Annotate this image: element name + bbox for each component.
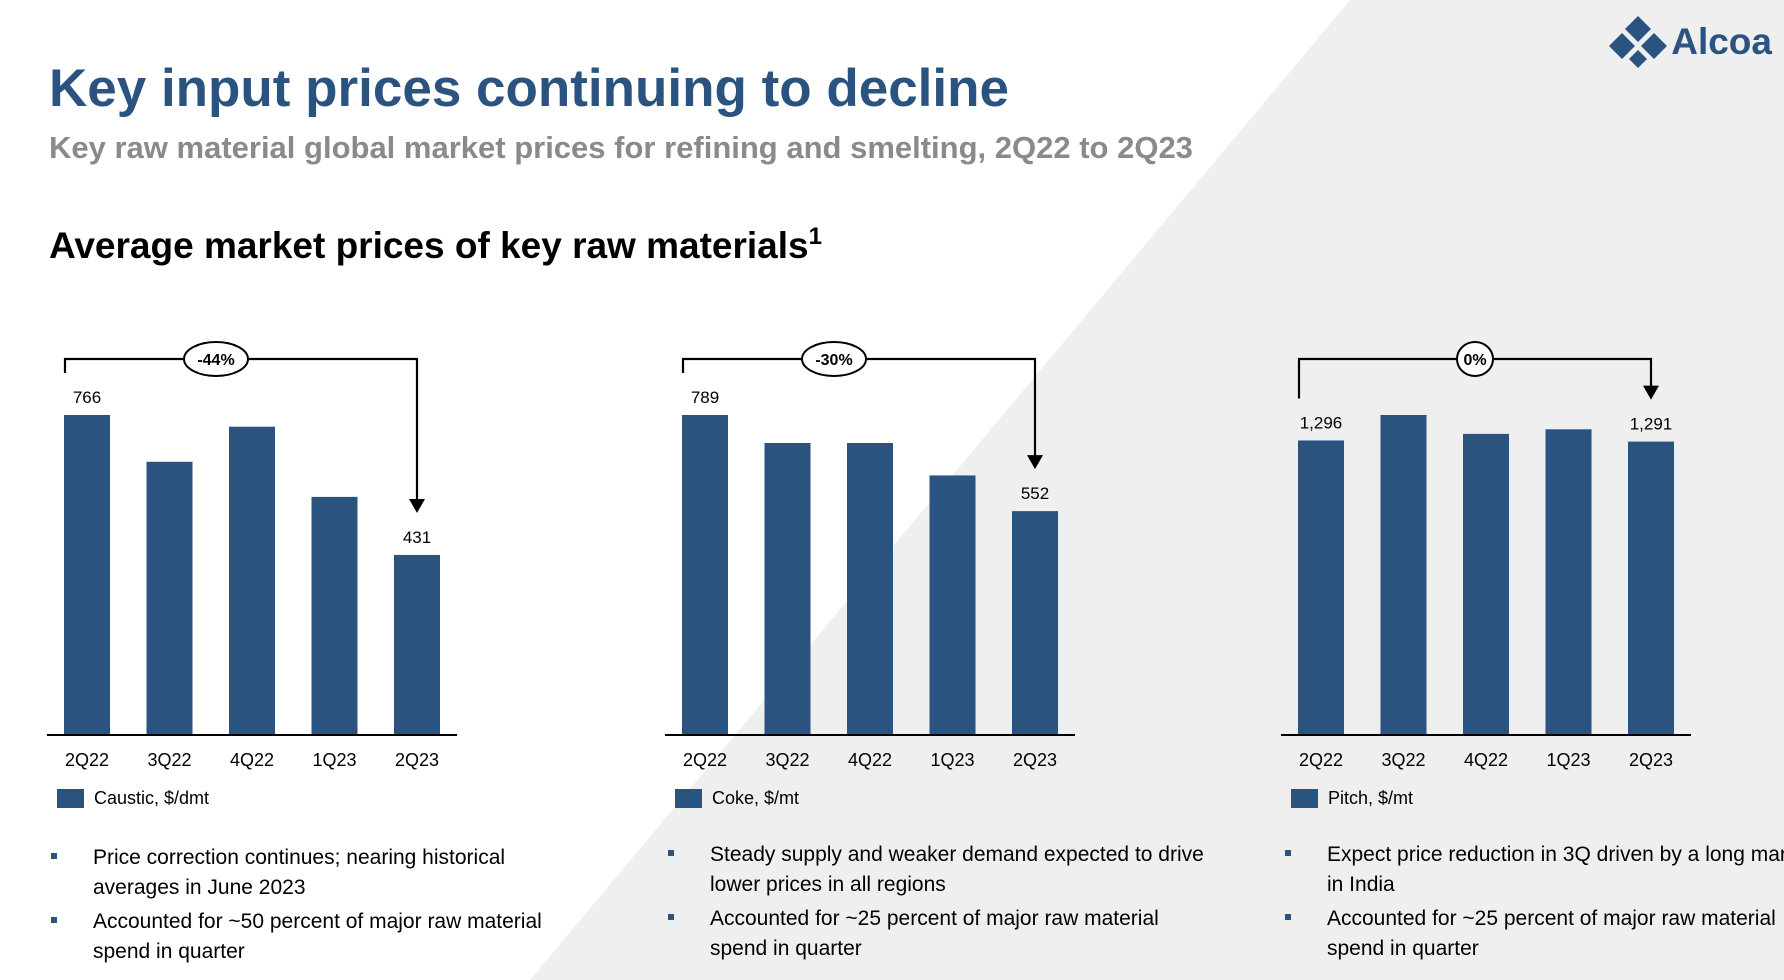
chart-coke-svg: 2Q22 789 3Q22 4Q22 1Q23 2Q23 552 -30%	[665, 341, 1075, 770]
tick-label: 3Q22	[765, 750, 809, 770]
note-item: Accounted for ~25 percent of major raw m…	[666, 904, 1206, 964]
alcoa-diamond-icon	[1609, 16, 1668, 68]
legend-swatch	[675, 789, 702, 808]
chart-coke-legend: Coke, $/mt	[675, 788, 799, 809]
bar-3Q22	[146, 461, 193, 735]
tick-label: 2Q22	[1299, 750, 1343, 770]
bullet-icon	[1285, 850, 1291, 856]
chart-caustic: 2Q22 766 3Q22 4Q22 1Q23 2Q23 431 -44% Caustic, …	[47, 330, 487, 808]
legend-label: Pitch, $/mt	[1328, 788, 1414, 808]
bar-2Q22	[1298, 440, 1344, 735]
tick-label: 4Q22	[230, 750, 274, 770]
section-title: Average market prices of key raw materia…	[49, 223, 822, 267]
bar-2Q22	[64, 415, 110, 735]
bullet-icon	[668, 850, 674, 856]
tick-label: 1Q23	[312, 750, 356, 770]
bullet-icon	[51, 917, 57, 923]
bar-2Q23	[1012, 511, 1058, 735]
data-label: 789	[691, 388, 719, 407]
bar-4Q22	[1463, 433, 1509, 735]
bar-2Q23	[1628, 441, 1674, 735]
change-badge	[1456, 341, 1494, 377]
change-badge	[801, 341, 867, 377]
note-text: Accounted for ~50 percent of major raw m…	[93, 910, 542, 963]
legend-label: Coke, $/mt	[712, 788, 800, 808]
tick-label: 4Q22	[1464, 750, 1508, 770]
tick-label: 4Q22	[848, 750, 892, 770]
legend-swatch	[57, 789, 84, 808]
chart-coke: 2Q22 789 3Q22 4Q22 1Q23 2Q23 552 -30% Coke, $/m…	[665, 330, 1105, 808]
change-bracket	[681, 357, 1037, 458]
tick-label: 2Q22	[65, 750, 109, 770]
chart-pitch-svg: 2Q22 1,296 3Q22 4Q22 1Q23 2Q23 1,291 0%	[1281, 341, 1691, 770]
tick-label: 3Q22	[147, 750, 191, 770]
chart-caustic-legend: Caustic, $/dmt	[57, 788, 209, 809]
bar-1Q23	[311, 496, 358, 735]
tick-label: 2Q22	[683, 750, 727, 770]
bullet-icon	[51, 853, 57, 859]
data-label: 552	[1021, 484, 1049, 503]
alcoa-logo: Alcoa	[1609, 16, 1772, 68]
tick-label: 2Q23	[1013, 750, 1057, 770]
tick-label: 1Q23	[1546, 750, 1590, 770]
page-subtitle: Key raw material global market prices fo…	[49, 130, 1193, 165]
section-footnote: 1	[808, 223, 822, 250]
change-label: 0%	[1463, 352, 1486, 369]
note-item: Expect price reduction in 3Q driven by a…	[1283, 840, 1784, 900]
change-label: -30%	[815, 352, 852, 369]
bar-3Q22	[1380, 415, 1427, 735]
legend-swatch	[1291, 789, 1318, 808]
tick-label: 2Q23	[1629, 750, 1673, 770]
bullet-icon	[1285, 914, 1291, 920]
bar-4Q22	[847, 442, 893, 735]
change-badge	[183, 341, 249, 377]
note-item: Accounted for ~50 percent of major raw m…	[49, 907, 589, 967]
logo-text: Alcoa	[1671, 21, 1772, 62]
bar-1Q23	[929, 475, 976, 735]
chart-pitch: 2Q22 1,296 3Q22 4Q22 1Q23 2Q23 1,291 0% Pitch, …	[1281, 330, 1721, 808]
note-text: Accounted for ~25 percent of major raw m…	[710, 907, 1159, 960]
bar-2Q23	[394, 554, 440, 735]
bar-2Q22	[682, 415, 728, 735]
notes-caustic: Price correction continues; nearing hist…	[49, 843, 589, 971]
legend-label: Caustic, $/dmt	[94, 788, 210, 808]
notes-pitch: Expect price reduction in 3Q driven by a…	[1283, 840, 1784, 968]
tick-label: 1Q23	[930, 750, 974, 770]
data-label: 1,296	[1300, 413, 1343, 432]
note-text: Expect price reduction in 3Q driven by a…	[1327, 843, 1784, 896]
note-item: Accounted for ~25 percent of major raw m…	[1283, 904, 1784, 964]
arrow-head-icon	[1027, 455, 1043, 470]
note-text: Steady supply and weaker demand expected…	[710, 843, 1204, 896]
note-item: Price correction continues; nearing hist…	[49, 843, 589, 903]
bar-1Q23	[1545, 429, 1592, 735]
chart-caustic-svg: 2Q22 766 3Q22 4Q22 1Q23 2Q23 431 -44%	[47, 341, 457, 770]
note-text: Price correction continues; nearing hist…	[93, 846, 506, 899]
chart-pitch-legend: Pitch, $/mt	[1291, 788, 1413, 809]
note-text: Accounted for ~25 percent of major raw m…	[1327, 907, 1776, 960]
bullet-icon	[668, 914, 674, 920]
arrow-head-icon	[409, 498, 425, 513]
section-title-text: Average market prices of key raw materia…	[49, 225, 809, 266]
bar-4Q22	[229, 426, 275, 735]
tick-label: 2Q23	[395, 750, 439, 770]
notes-coke: Steady supply and weaker demand expected…	[666, 840, 1206, 968]
note-item: Steady supply and weaker demand expected…	[666, 840, 1206, 900]
page-title: Key input prices continuing to decline	[49, 59, 1009, 118]
data-label: 431	[403, 528, 431, 547]
change-label: -44%	[197, 352, 234, 369]
bar-3Q22	[764, 442, 811, 735]
data-label: 1,291	[1630, 415, 1673, 434]
tick-label: 3Q22	[1381, 750, 1425, 770]
arrow-head-icon	[1643, 385, 1659, 400]
data-label: 766	[73, 388, 101, 407]
